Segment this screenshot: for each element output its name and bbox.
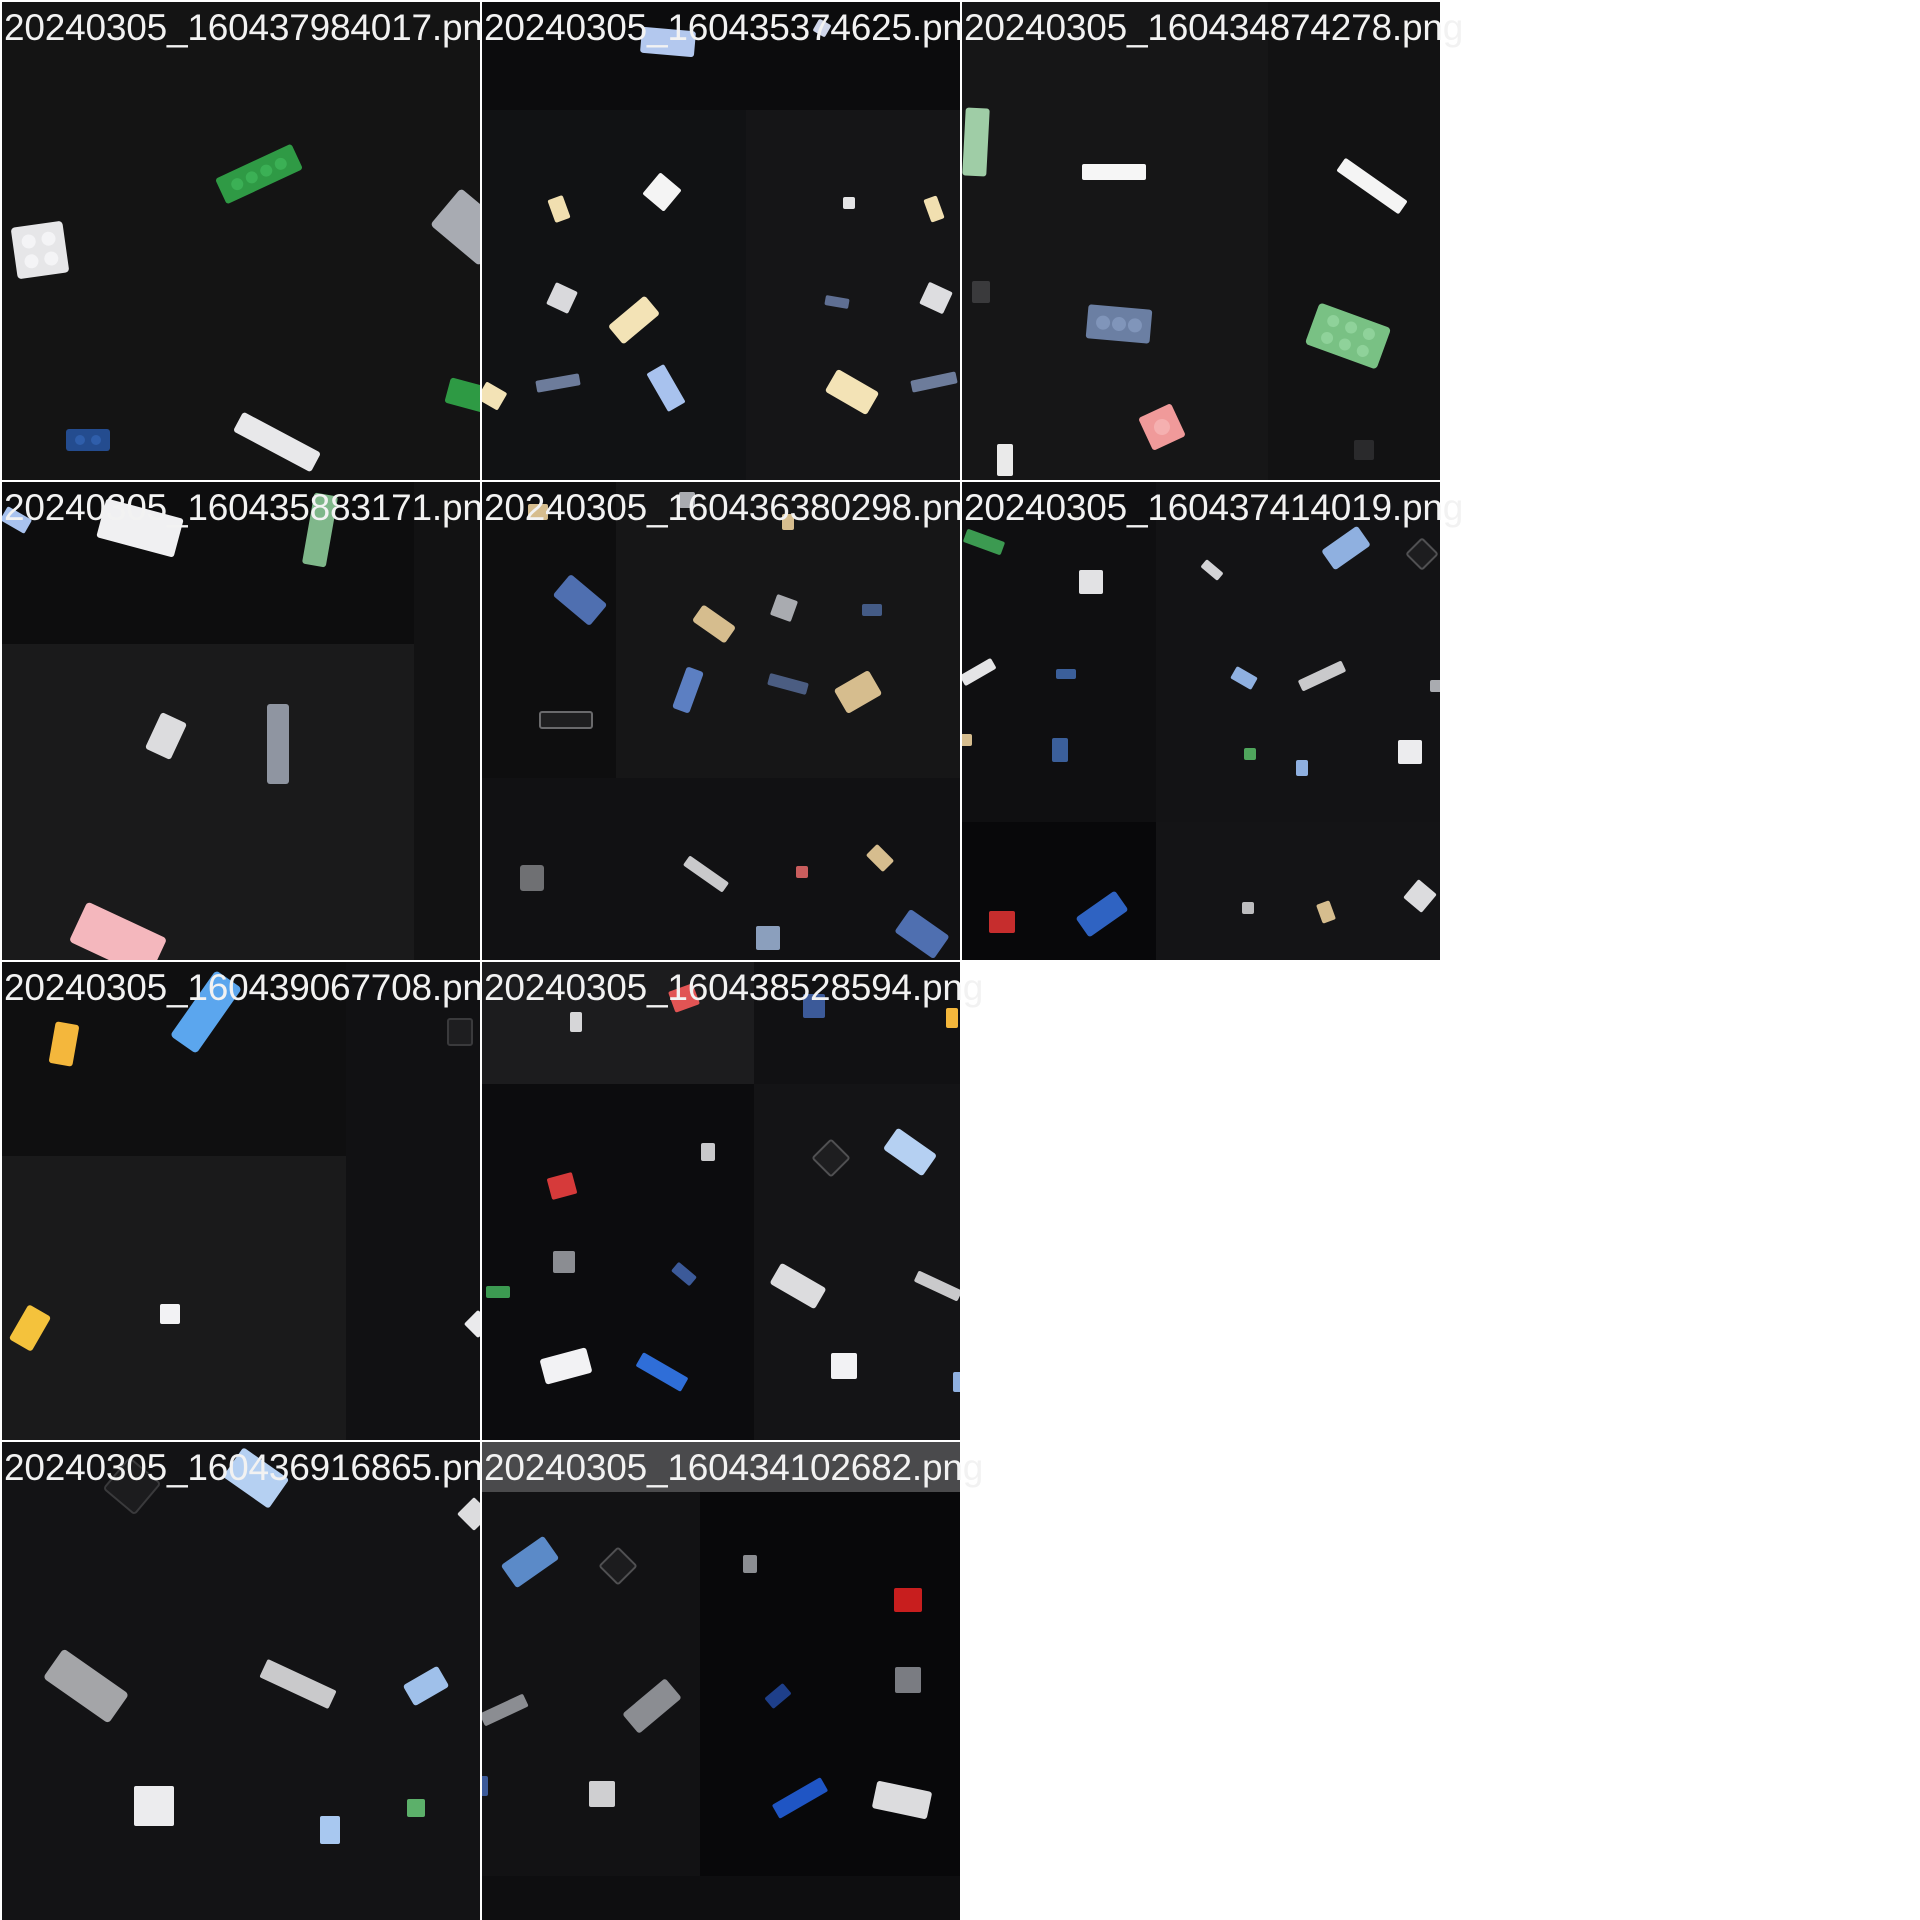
photo-lego-bricks [2,962,480,1440]
gallery-tile-4[interactable]: 20240305_160435883171.png [2,482,503,960]
gallery-tile-6[interactable]: 20240305_160437414019.png [962,482,1463,960]
photo-lego-bricks [482,1442,960,1920]
gallery-tile-9[interactable]: 20240305_160436916865.png [2,1442,503,1920]
photo-lego-bricks [482,482,960,960]
photo-lego-bricks [962,482,1440,960]
photo-lego-bricks [962,2,1440,480]
gallery-tile-8[interactable]: 20240305_160438528594.png [482,962,983,1440]
gallery-tile-2[interactable]: 20240305_160435374625.png [482,2,983,480]
gallery-tile-7[interactable]: 20240305_160439067708.png [2,962,503,1440]
photo-lego-bricks [2,482,480,960]
gallery-tile-10[interactable]: 20240305_160434102682.png [482,1442,983,1920]
gallery-tile-3[interactable]: 20240305_160434874278.png [962,2,1463,480]
gallery-tile-5[interactable]: 20240305_160436380298.png [482,482,983,960]
photo-lego-bricks [482,962,960,1440]
photo-lego-bricks [482,2,960,480]
photo-lego-bricks [2,2,480,480]
gallery-tile-1[interactable]: 20240305_160437984017.png [2,2,503,480]
photo-lego-bricks [2,1442,480,1920]
